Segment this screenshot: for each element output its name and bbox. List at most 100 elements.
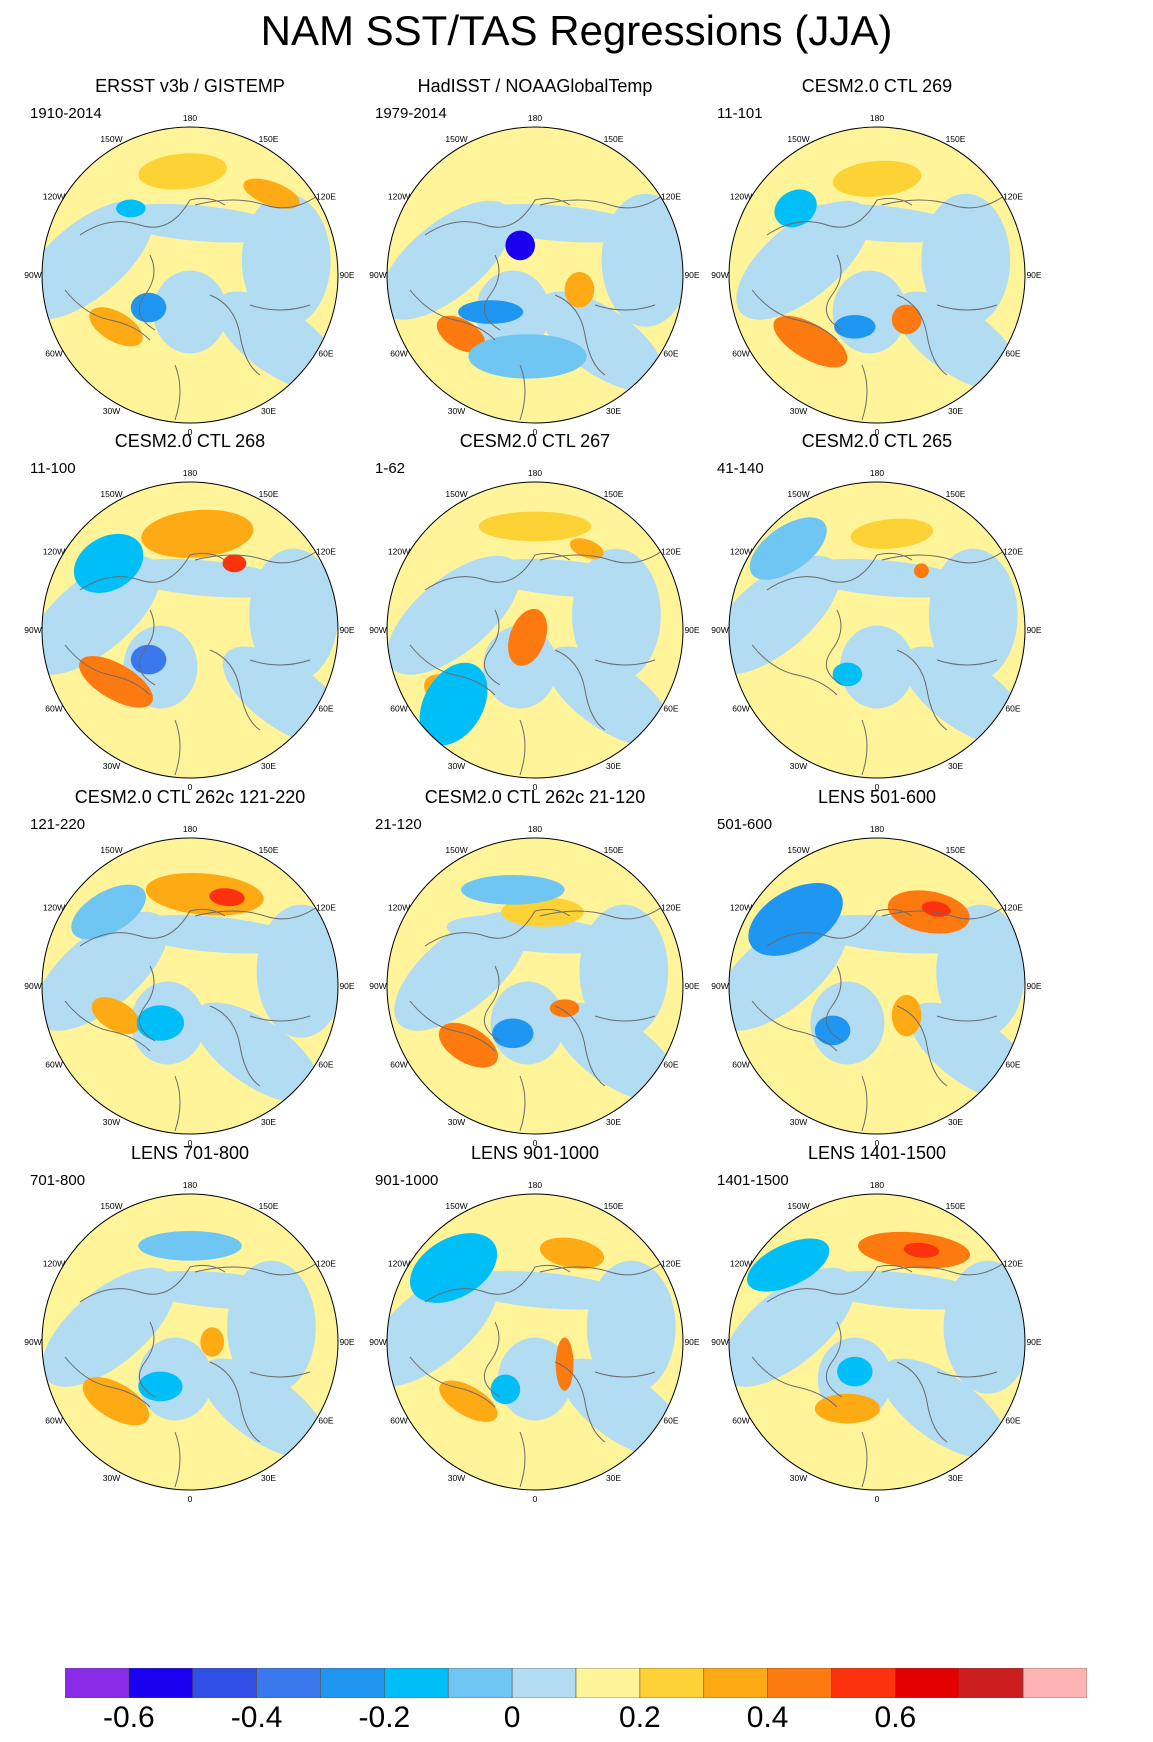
longitude-label: 120E: [1003, 547, 1023, 557]
anomaly-band: [936, 904, 1025, 1038]
colorbar-tick-label: -0.4: [230, 1701, 283, 1734]
panel-period: 21-120: [375, 816, 422, 833]
anomaly-patch: [130, 292, 167, 323]
panel-period: 1910-2014: [30, 105, 102, 122]
longitude-label: 60E: [663, 349, 678, 359]
coastline: [766, 197, 913, 236]
colorbar-tick-label: -0.2: [358, 1701, 411, 1734]
colorbar-swatch: [575, 1668, 641, 1698]
map-boundary: [386, 481, 684, 779]
coastline: [174, 1075, 181, 1132]
coastline: [881, 900, 1013, 920]
longitude-label: 0: [188, 1494, 193, 1504]
coastline: [174, 1431, 181, 1488]
coastline: [409, 644, 496, 696]
longitude-label: 30E: [261, 406, 276, 416]
coastline: [249, 1371, 311, 1378]
coastline: [409, 289, 496, 341]
coastline: [79, 908, 226, 947]
longitude-label: 180: [870, 113, 884, 123]
coastline: [936, 1371, 998, 1378]
longitude-label: 150E: [604, 1201, 624, 1211]
coastline: [766, 908, 913, 947]
anomaly-patch: [832, 662, 863, 687]
anomaly-patch: [243, 178, 300, 209]
anomaly-band: [586, 1260, 676, 1394]
anomaly-patch: [141, 509, 254, 558]
longitude-label: 180: [528, 113, 542, 123]
colorbar-tick-label: 0.4: [746, 1701, 789, 1734]
coastline: [519, 719, 526, 776]
longitude-label: 150E: [946, 845, 966, 855]
panel-title: LENS 901-1000: [470, 1143, 600, 1163]
colorbar-swatch: [192, 1668, 257, 1698]
panel-title: HadISST / NOAAGlobalTemp: [417, 76, 653, 96]
longitude-label: 150W: [787, 134, 809, 144]
anomaly-patch: [209, 888, 245, 907]
anomaly-band: [249, 548, 338, 682]
coastline: [209, 294, 261, 376]
longitude-label: 90W: [24, 981, 41, 991]
anomaly-patch: [832, 160, 922, 197]
coastline: [881, 544, 1013, 564]
coastline: [936, 1015, 998, 1022]
anomaly-band: [42, 1267, 176, 1387]
coastline: [554, 1005, 606, 1087]
polar-map: 180 150E 120E 90E 60E 30E 0 30W 60W 90W 120W 150W: [711, 113, 1042, 437]
longitude-label: 60W: [732, 1416, 749, 1426]
longitude-label: 30W: [448, 1473, 465, 1483]
anomaly-band: [42, 911, 168, 1031]
longitude-label: 60E: [663, 1416, 678, 1426]
coastline: [594, 1015, 656, 1022]
panel-period: 501-600: [717, 816, 773, 833]
longitude-label: 150E: [946, 134, 966, 144]
coastline: [825, 965, 843, 1042]
longitude-label: 150E: [604, 489, 624, 499]
anomaly-patch: [891, 304, 922, 335]
colorbar: [65, 1668, 1087, 1698]
anomaly-patch: [814, 1393, 880, 1424]
longitude-label: 30W: [790, 761, 807, 771]
coastline: [539, 900, 671, 920]
colorbar-swatch: [703, 1668, 768, 1698]
longitude-label: 60W: [732, 704, 749, 714]
polar-map: 180 150E 120E 90E 60E 30E 0 30W 60W 90W 120W 150W: [369, 468, 700, 792]
anomaly-patch: [774, 189, 817, 228]
longitude-label: 30W: [103, 1473, 120, 1483]
anomaly-patch: [461, 875, 565, 905]
coastline: [825, 609, 843, 686]
longitude-label: 180: [528, 824, 542, 834]
longitude-label: 90E: [1026, 270, 1041, 280]
anomaly-patch: [814, 1015, 851, 1046]
map-boundary: [386, 837, 684, 1135]
coastline: [825, 1321, 843, 1398]
longitude-label: 60W: [390, 1416, 407, 1426]
longitude-label: 150W: [445, 134, 467, 144]
longitude-label: 90E: [1026, 981, 1041, 991]
coastline: [519, 1075, 526, 1132]
coastline: [79, 197, 226, 236]
longitude-label: 150W: [100, 845, 122, 855]
coastline: [751, 1356, 838, 1408]
longitude-label: 120W: [43, 192, 65, 202]
coastline: [483, 965, 501, 1042]
longitude-label: 90E: [339, 1337, 354, 1347]
anomaly-band: [729, 555, 841, 675]
coastline: [483, 254, 501, 331]
longitude-label: 120E: [1003, 192, 1023, 202]
longitude-label: 30W: [790, 1473, 807, 1483]
anomaly-band: [545, 646, 673, 747]
longitude-label: 120E: [661, 547, 681, 557]
colorbar-tick-label: -0.6: [103, 1701, 155, 1734]
longitude-label: 180: [528, 468, 542, 478]
colorbar-swatch: [895, 1668, 960, 1698]
colorbar-swatch: [447, 1668, 513, 1698]
anomaly-patch: [773, 315, 848, 368]
panel-title: CESM2.0 CTL 268: [114, 431, 266, 451]
anomaly-band: [108, 203, 286, 243]
coastline: [881, 189, 1013, 209]
polar-map: 180 150E 120E 90E 60E 30E 0 30W 60W 90W 120W 150W: [711, 1180, 1042, 1504]
anomaly-patch: [508, 608, 548, 666]
coastline: [209, 1361, 261, 1443]
anomaly-band: [116, 558, 294, 598]
